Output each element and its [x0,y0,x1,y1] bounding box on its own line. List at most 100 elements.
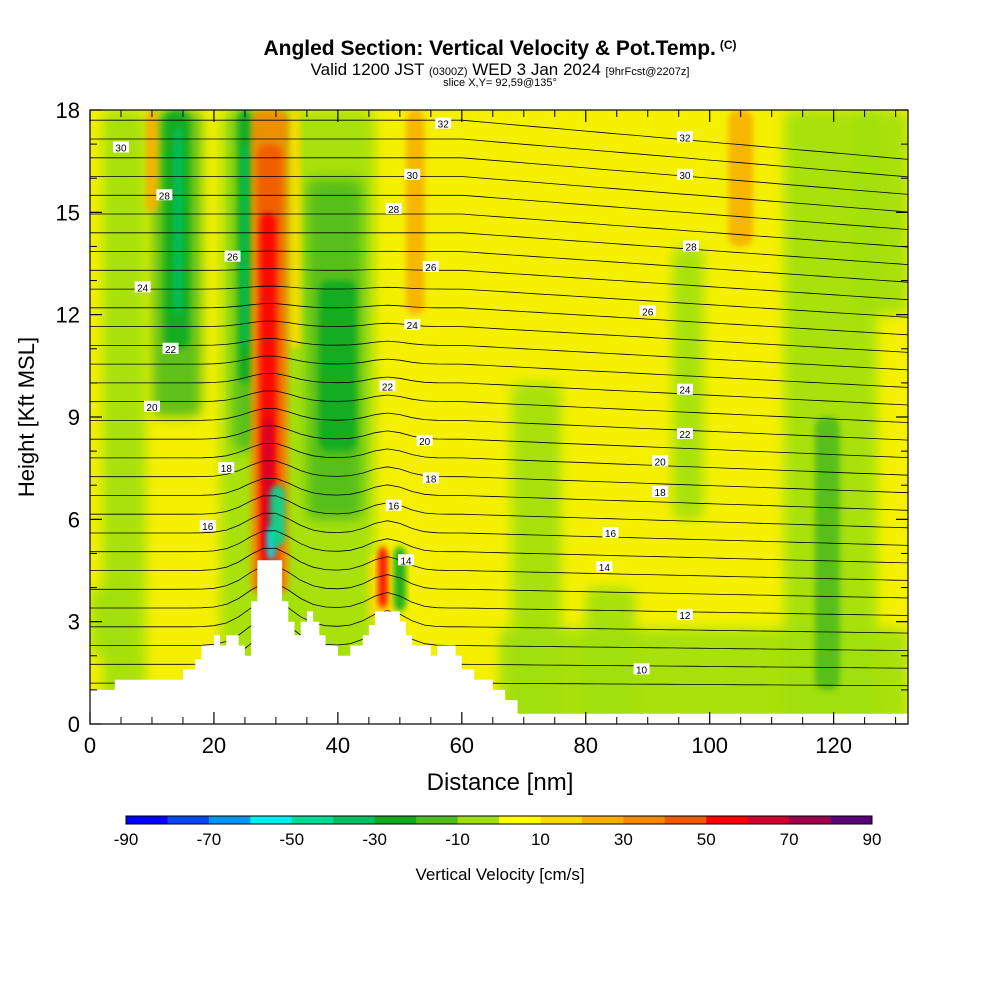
colorbar-tick-label: -70 [197,830,222,849]
velocity-blob [269,485,286,547]
theta-contour-line [90,373,908,406]
theta-contour-line [90,425,908,458]
velocity-blob [241,144,249,349]
colorbar-swatch [623,816,666,824]
valid-zulu: (0300Z) [429,66,468,78]
theta-contour-line [90,268,908,301]
contour-label-box [385,499,402,511]
contour-label: 18 [655,488,667,499]
velocity-blob [672,246,704,520]
chart-title-tag: (C) [719,38,737,52]
theta-contour-line [90,138,908,178]
colorbar-tick-label: -10 [445,830,470,849]
chart-title: Angled Section: Vertical Velocity & Pot.… [0,37,1000,61]
contour-label: 16 [202,522,214,533]
y-tick-label: 15 [56,200,80,225]
contour-label: 24 [679,386,691,397]
velocity-blob [90,587,128,656]
axes: 0 20 40 60 80 100 120 0 3 6 9 12 15 18 [56,98,908,758]
contour-label: 22 [382,382,394,393]
contour-label: 10 [636,665,648,676]
velocity-blob [173,127,183,315]
colorbar-swatch [291,816,334,824]
contour-label-box [398,554,415,566]
colorbar-swatch [208,816,251,824]
theta-contour-line [90,478,908,511]
terrain-mask [90,560,908,724]
contour-label-box [683,240,700,252]
contour-label-box [422,260,439,272]
theta-contour-line [90,320,908,353]
x-tick-label: 120 [815,733,852,758]
colorbar-tick-label: -30 [362,830,387,849]
contour-label-box [676,608,693,620]
contour-label-box [633,663,650,675]
colorbar-tick-label: -50 [279,830,304,849]
theta-contour-line [90,232,908,265]
y-tick-label: 6 [68,507,80,532]
theta-contour-line [90,355,908,388]
colorbar-swatch [416,816,459,824]
contour-label: 22 [679,430,691,441]
contour-label: 20 [419,437,431,448]
velocity-blob [784,110,878,724]
colorbar-swatch [747,816,790,824]
contour-label: 30 [115,144,127,155]
theta-contour-line [90,460,908,494]
theta-contour-line [90,600,908,634]
contour-label: 28 [686,242,698,253]
velocity-blob [319,280,357,452]
contour-label-box [404,168,421,180]
contour-label: 32 [438,120,450,131]
contour-label-box [404,318,421,330]
theta-contour-line [90,338,908,371]
contour-label: 24 [407,321,419,332]
contour-label-box [652,455,669,467]
contour-label-box [379,380,396,392]
contour-label-box [112,141,129,153]
contour-label-box [134,281,151,293]
x-tick-label: 100 [691,733,728,758]
velocity-blob [406,110,425,315]
contour-label-box [639,305,656,317]
contour-label: 18 [221,464,233,475]
contour-label-box [416,434,433,446]
colorbar-swatch [664,816,707,824]
colorbar-label: Vertical Velocity [cm/s] [415,865,584,884]
valid-date: WED 3 Jan 2024 [472,60,601,79]
contour-label: 30 [679,171,691,182]
contour-label: 28 [388,205,400,216]
contour-label: 24 [137,283,149,294]
colorbar-swatch [333,816,376,824]
contour-label: 20 [146,403,158,414]
theta-contour-line [90,119,908,160]
contour-label: 26 [642,307,654,318]
y-tick-label: 9 [68,405,80,430]
contour-label: 16 [388,502,400,513]
theta-contour-line [90,547,908,581]
theta-contour-line [90,512,908,546]
colorbar: -90 -70 -50 -30 -10 10 30 50 70 90 [114,815,882,849]
colorbar-swatch [126,816,168,824]
velocity-blob [288,110,301,349]
colorbar-swatch [167,816,210,824]
contour-label-box [596,561,613,573]
colorbar-swatch [789,816,832,824]
contour-label: 18 [425,474,437,485]
theta-contour-line [90,443,908,476]
valid-forecast: [9hrFcst@2207z] [605,66,690,78]
theta-contour-line [90,176,908,213]
colorbar-tick-label: -90 [114,830,139,849]
chart-title-text: Angled Section: Vertical Velocity & Pot.… [263,37,716,60]
contour-label: 22 [165,345,177,356]
contour-label: 20 [655,457,667,468]
contour-label: 26 [425,263,437,274]
plot-area: 32 32 30 30 30 28 28 28 26 26 26 24 24 24 22 22 22 20 20 20… [90,110,908,724]
x-tick-label: 80 [574,733,598,758]
colorbar-tick-label: 90 [863,830,882,849]
contour-label-box [162,342,179,354]
theta-contour-line [90,565,908,599]
theta-contour-line [90,285,908,318]
theta-contour-line [90,303,908,336]
contour-label-box [156,189,173,201]
